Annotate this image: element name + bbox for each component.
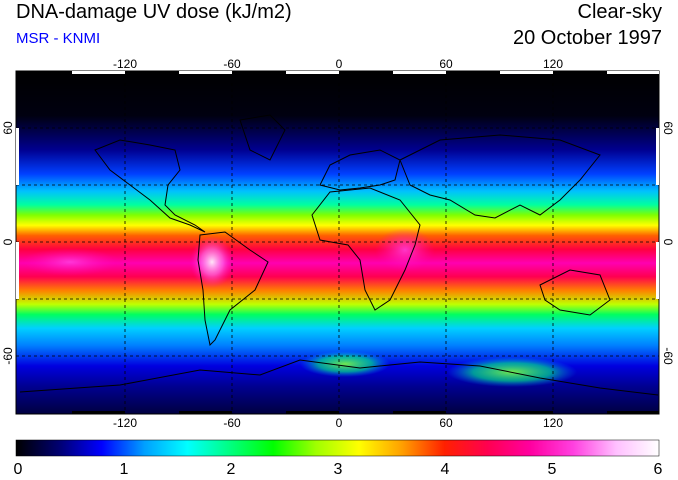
coast-africa — [311, 187, 421, 311]
coast-south-america — [197, 231, 269, 347]
colorbar — [15, 439, 660, 457]
coast-europe — [319, 149, 401, 191]
frame-segment — [179, 411, 232, 414]
coast-north-america — [94, 139, 206, 233]
lat-tick-label: 0 — [661, 239, 675, 246]
frame-segments-dark — [72, 411, 659, 414]
lon-tick-label: 60 — [439, 57, 453, 71]
source-label: MSR - KNMI — [16, 30, 101, 47]
lat-tick-label: 0 — [1, 238, 15, 245]
lon-tick-label: 120 — [543, 416, 563, 430]
pacific-hotspot — [20, 248, 120, 276]
colorbar-label: 3 — [334, 461, 343, 478]
frame-segment — [500, 411, 553, 414]
frame-segment — [500, 71, 553, 74]
frame-segment — [16, 242, 19, 299]
frame-segment — [286, 71, 339, 74]
coast-antarctica — [19, 359, 659, 396]
africa-hotspot — [375, 228, 435, 272]
frame-segment — [656, 242, 659, 299]
frame-segment — [393, 411, 446, 414]
colorbar-label: 4 — [441, 461, 450, 478]
frame-segment — [16, 128, 19, 185]
lon-tick-label: 60 — [439, 416, 453, 430]
frame-segment — [607, 411, 659, 414]
frame-segment — [179, 71, 232, 74]
frame-segment — [393, 71, 446, 74]
lon-tick-label: -120 — [113, 57, 137, 71]
colorbar-labels: 0 1 2 3 4 5 6 — [14, 461, 663, 478]
frame-segments — [16, 71, 659, 299]
lat-tick-label: -60 — [661, 347, 675, 365]
lon-tick-label: -120 — [113, 416, 137, 430]
coastlines — [19, 114, 659, 396]
lat-tick-label: -60 — [1, 347, 15, 365]
colorbar-label: 0 — [14, 461, 23, 478]
colorbar-label: 5 — [548, 461, 557, 478]
map-title: DNA-damage UV dose (kJ/m2) — [16, 1, 292, 23]
frame-segment — [72, 411, 125, 414]
lat-tick-label: 60 — [1, 121, 15, 135]
lon-ticks-bottom: -120 -60 0 60 120 — [113, 416, 563, 430]
antarctic-patch-west — [300, 351, 390, 377]
frame-segment — [656, 128, 659, 185]
graticule — [16, 71, 659, 414]
andes-hotspot — [190, 236, 234, 288]
lat-ticks-left: 60 0 -60 — [1, 121, 15, 365]
frame-segment — [607, 71, 659, 74]
date-label: 20 October 1997 — [513, 27, 662, 49]
lon-tick-label: 0 — [336, 57, 343, 71]
lon-tick-label: -60 — [223, 57, 241, 71]
lon-tick-label: 0 — [336, 416, 343, 430]
frame-segment — [286, 411, 339, 414]
lat-tick-label: 60 — [661, 121, 675, 135]
sky-condition-label: Clear-sky — [577, 1, 662, 23]
lon-tick-label: 120 — [543, 57, 563, 71]
lat-ticks-right: 60 0 -60 — [661, 121, 675, 365]
colorbar-label: 6 — [654, 461, 663, 478]
frame-segment — [72, 71, 125, 74]
coast-australia — [539, 269, 611, 316]
coast-asia — [399, 134, 601, 219]
coast-greenland — [239, 114, 286, 161]
colorbar-label: 2 — [227, 461, 236, 478]
lon-ticks-top: -120 -60 0 60 120 — [113, 57, 563, 71]
colorbar-label: 1 — [120, 461, 129, 478]
lon-tick-label: -60 — [223, 416, 241, 430]
